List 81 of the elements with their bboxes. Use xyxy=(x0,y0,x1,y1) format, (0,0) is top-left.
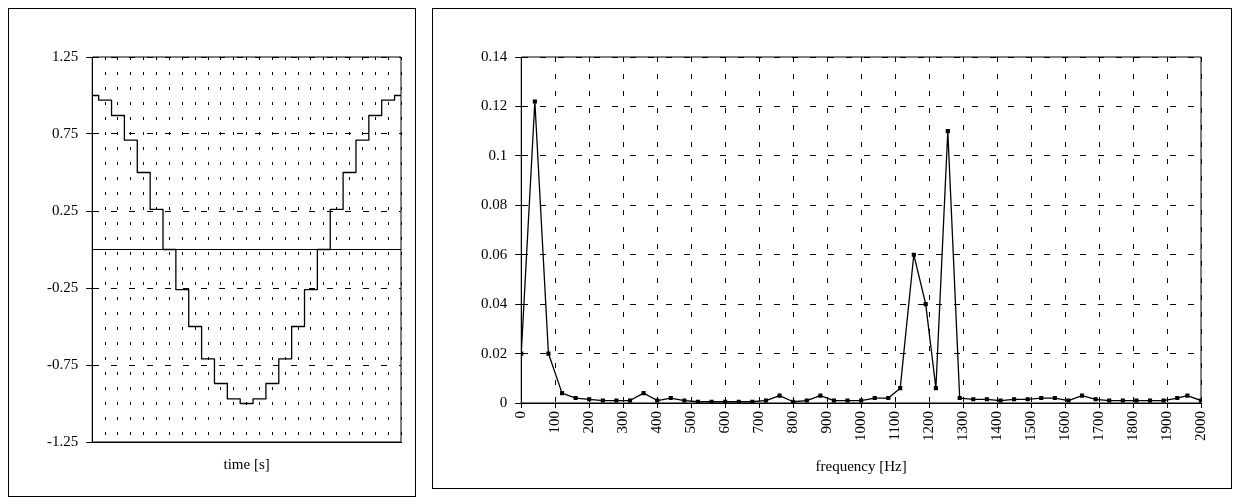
point xyxy=(573,395,578,401)
point xyxy=(898,386,903,391)
point xyxy=(859,398,864,403)
point xyxy=(911,252,916,257)
point xyxy=(532,99,537,104)
point xyxy=(845,398,850,403)
y-tick-label: 0.06 xyxy=(481,245,508,262)
x-tick-label: 700 xyxy=(750,411,767,434)
point xyxy=(1025,397,1030,402)
x-axis-title: frequency [Hz] xyxy=(815,457,907,474)
x-tick-label: 1300 xyxy=(954,411,971,441)
x-tick-label: 500 xyxy=(682,411,699,434)
x-tick-label: 400 xyxy=(648,411,665,434)
point xyxy=(763,398,769,403)
y-tick-label: 0.04 xyxy=(481,295,508,312)
x-tick-label: 1900 xyxy=(1157,411,1174,441)
point xyxy=(777,393,782,398)
point xyxy=(923,302,928,307)
point xyxy=(886,395,891,401)
x-tick-label: 1200 xyxy=(920,411,937,441)
x-tick-label: 1600 xyxy=(1055,411,1072,441)
x-tick-label: 0 xyxy=(512,411,529,419)
point xyxy=(1147,398,1153,403)
point xyxy=(872,395,877,401)
x-tick-label: 300 xyxy=(614,411,631,434)
x-tick-label: 1500 xyxy=(1022,411,1038,441)
y-tick-label: -0.25 xyxy=(47,278,79,295)
point xyxy=(1079,393,1085,398)
point xyxy=(1107,398,1112,403)
point xyxy=(627,398,633,403)
x-tick-label: 2000 xyxy=(1191,411,1208,441)
point xyxy=(559,391,565,396)
point xyxy=(945,129,950,134)
x-tick-label: 1700 xyxy=(1089,411,1106,441)
point xyxy=(818,393,823,398)
y-tick-label: 0.08 xyxy=(481,196,508,213)
x-tick-label: 900 xyxy=(818,411,835,434)
point xyxy=(1039,395,1044,401)
point xyxy=(1134,398,1139,403)
point xyxy=(1012,397,1017,402)
point xyxy=(1066,398,1071,403)
point xyxy=(655,398,660,403)
point xyxy=(831,398,836,403)
point xyxy=(546,351,551,356)
point xyxy=(668,395,673,401)
point xyxy=(957,395,962,401)
y-tick-label: -0.75 xyxy=(47,355,79,372)
x-tick-label: 1400 xyxy=(988,411,1005,441)
point xyxy=(1052,395,1057,401)
x-tick-label: 1100 xyxy=(886,411,903,441)
point xyxy=(971,397,976,402)
point xyxy=(998,398,1003,403)
point xyxy=(587,397,592,402)
y-tick-label: 0.75 xyxy=(52,124,79,141)
point xyxy=(1093,397,1098,402)
x-tick-label: 800 xyxy=(784,411,801,434)
y-tick-label: 0.25 xyxy=(52,201,79,218)
x-tick-label: 600 xyxy=(716,411,733,434)
x-tick-label: 1000 xyxy=(852,411,869,441)
point xyxy=(1161,398,1166,403)
y-tick-label: 0.02 xyxy=(481,344,508,361)
point xyxy=(984,397,989,402)
y-tick-label: -1.25 xyxy=(47,432,79,449)
point xyxy=(682,398,687,403)
y-tick-label: 0.14 xyxy=(481,47,508,64)
point xyxy=(804,398,809,403)
y-tick-label: 1.25 xyxy=(52,47,79,64)
y-tick-label: 0 xyxy=(499,393,508,410)
y-tick-label: 0.12 xyxy=(481,97,508,114)
point xyxy=(1120,398,1125,403)
point xyxy=(1175,395,1180,401)
point xyxy=(933,386,938,391)
point xyxy=(641,391,646,396)
y-tick-label: 0.1 xyxy=(488,146,508,163)
x-tick-label: 200 xyxy=(580,411,597,434)
point xyxy=(614,398,619,403)
x-axis-title: time [s] xyxy=(223,455,270,472)
x-tick-label: 1800 xyxy=(1123,411,1140,441)
point xyxy=(600,398,605,403)
point xyxy=(1185,393,1190,398)
x-tick-label: 100 xyxy=(546,411,563,434)
